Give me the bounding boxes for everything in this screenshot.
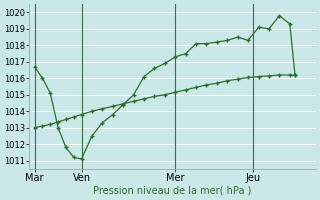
X-axis label: Pression niveau de la mer( hPa ): Pression niveau de la mer( hPa )	[93, 186, 252, 196]
